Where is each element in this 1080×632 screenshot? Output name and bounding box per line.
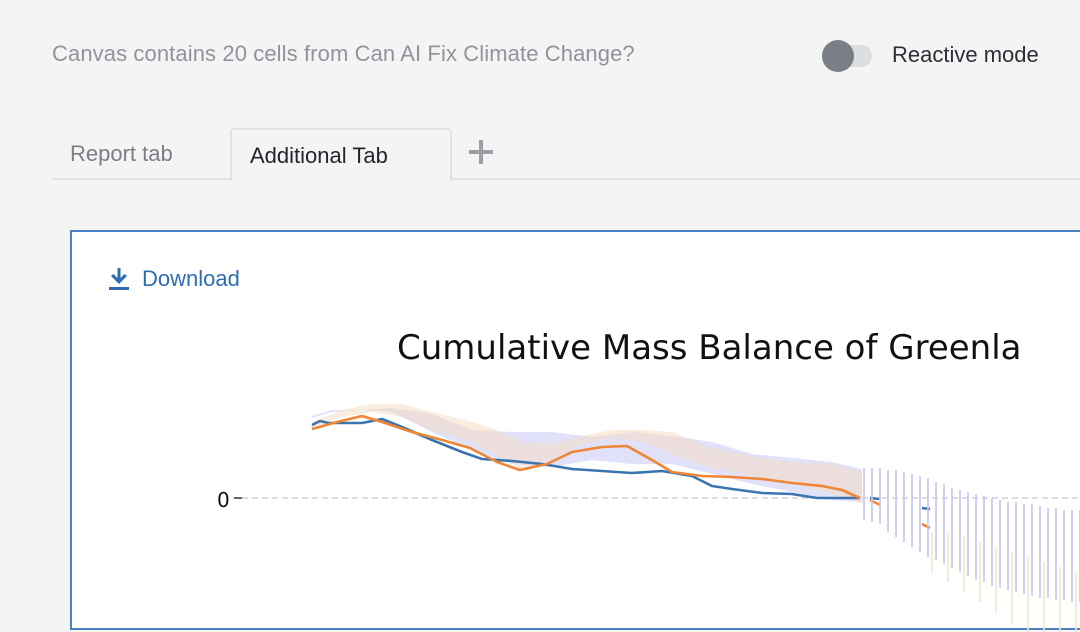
tab-bar: Report tab Additional Tab	[52, 128, 1080, 181]
tab-additional[interactable]: Additional Tab	[230, 128, 452, 181]
download-label: Download	[142, 266, 240, 291]
plus-icon	[469, 140, 493, 164]
chart-cell-card: Download Cumulative Mass Balance of Gree…	[70, 230, 1080, 632]
download-button[interactable]: Download	[108, 266, 240, 292]
download-icon	[109, 268, 129, 290]
chart-title: Cumulative Mass Balance of Greenla	[397, 328, 1022, 368]
toggle-knob	[822, 40, 854, 72]
tab-bar-divider	[52, 178, 1080, 180]
canvas-info-text: Canvas contains 20 cells from Can AI Fix…	[52, 41, 635, 66]
chart-plot: 0	[217, 404, 1080, 632]
reactive-mode-toggle[interactable]	[822, 40, 872, 72]
reactive-mode-label: Reactive mode	[892, 42, 1039, 67]
reactive-mode-control: Reactive mode	[822, 40, 1039, 72]
y-tick-zero: 0	[217, 488, 230, 512]
add-tab-button[interactable]	[466, 136, 496, 168]
tab-report[interactable]: Report tab	[70, 141, 173, 166]
